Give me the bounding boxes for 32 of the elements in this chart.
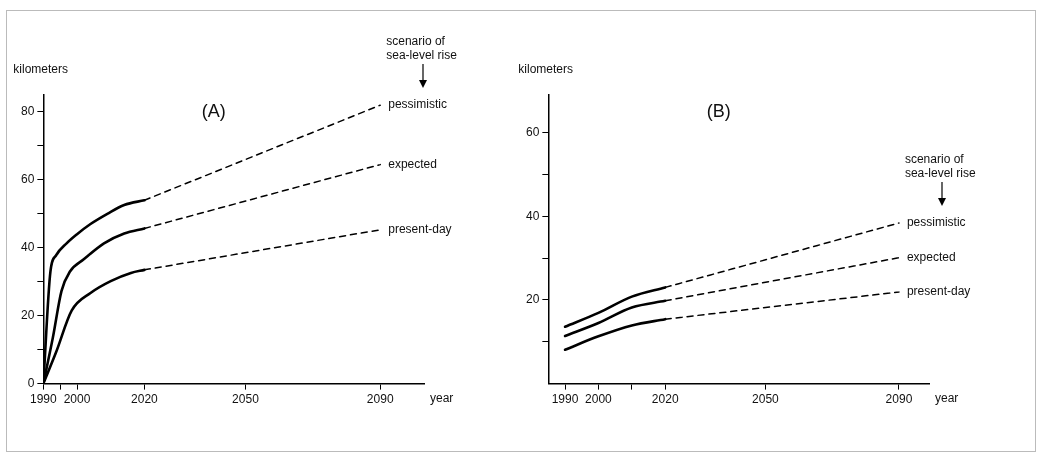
x-tick-label: 1990 <box>551 392 579 407</box>
x-tick-label: 2000 <box>585 392 613 407</box>
y-axis-title: kilometers <box>518 62 574 76</box>
x-tick-label: 2090 <box>885 392 913 407</box>
series-label: present-day <box>906 284 971 299</box>
legend-title: scenario of sea-level rise <box>904 151 976 180</box>
x-tick-label: 2020 <box>651 392 679 407</box>
x-axis-title: year <box>935 390 959 405</box>
y-tick-label: 60 <box>20 172 35 187</box>
x-tick-label: 2020 <box>131 392 159 407</box>
legend-label: pessimistic <box>906 215 966 230</box>
chart-title: (B) <box>706 101 731 121</box>
y-axis-title: kilometers <box>13 62 69 76</box>
series-label: expected <box>906 250 956 265</box>
x-tick-label: 2050 <box>232 392 260 407</box>
legend-title: scenario of sea-level rise <box>386 34 458 63</box>
y-tick-label: 20 <box>525 292 540 307</box>
series-label: present-day <box>388 222 452 237</box>
chart-title: (A) <box>201 101 226 121</box>
x-tick-label: 2090 <box>366 392 394 407</box>
y-tick-label: 80 <box>20 104 35 119</box>
y-tick-label: 0 <box>27 375 35 390</box>
y-tick-label: 40 <box>525 208 540 223</box>
x-axis-title: year <box>430 390 454 405</box>
x-tick-label: 1990 <box>30 392 58 407</box>
y-tick-label: 20 <box>20 308 35 323</box>
y-tick-label: 40 <box>20 240 35 255</box>
x-tick-label: 2000 <box>63 392 91 407</box>
legend-label: pessimistic <box>388 97 447 112</box>
x-tick-label: 2050 <box>752 392 780 407</box>
y-tick-label: 60 <box>525 124 540 139</box>
series-label: expected <box>388 156 437 171</box>
